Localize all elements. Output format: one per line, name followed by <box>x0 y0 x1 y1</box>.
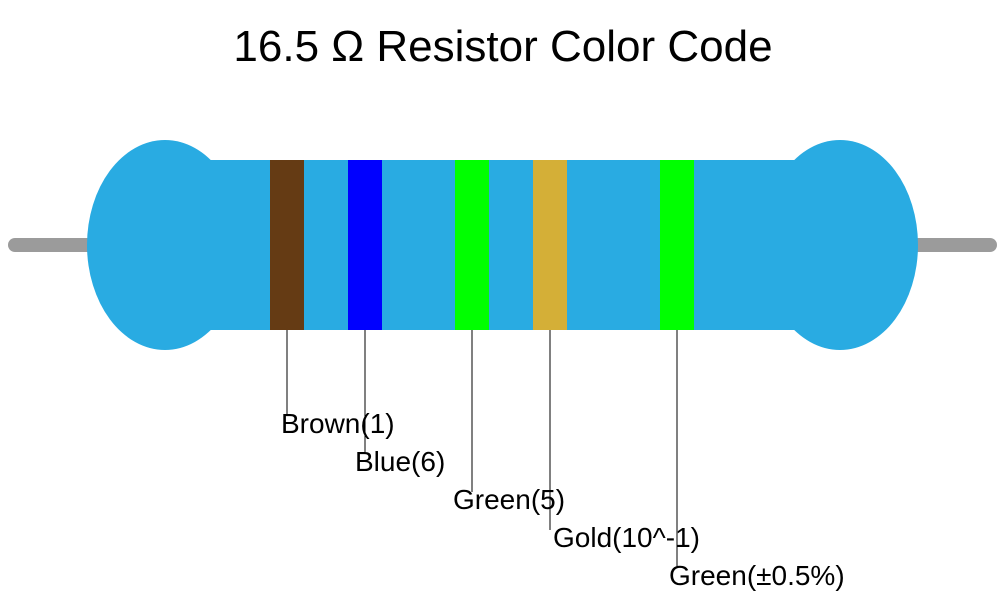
band1-label: Brown(1) <box>281 408 395 440</box>
band3-label: Green(5) <box>453 484 565 516</box>
band4 <box>533 160 567 330</box>
resistor-diagram: 16.5 Ω Resistor Color Code Brown(1)Blue(… <box>0 0 1006 607</box>
band2 <box>348 160 382 330</box>
band5-label: Green(±0.5%) <box>669 560 845 592</box>
band4-label: Gold(10^-1) <box>553 522 700 554</box>
band2-label: Blue(6) <box>355 446 445 478</box>
band1 <box>270 160 304 330</box>
band5 <box>660 160 694 330</box>
band3 <box>455 160 489 330</box>
